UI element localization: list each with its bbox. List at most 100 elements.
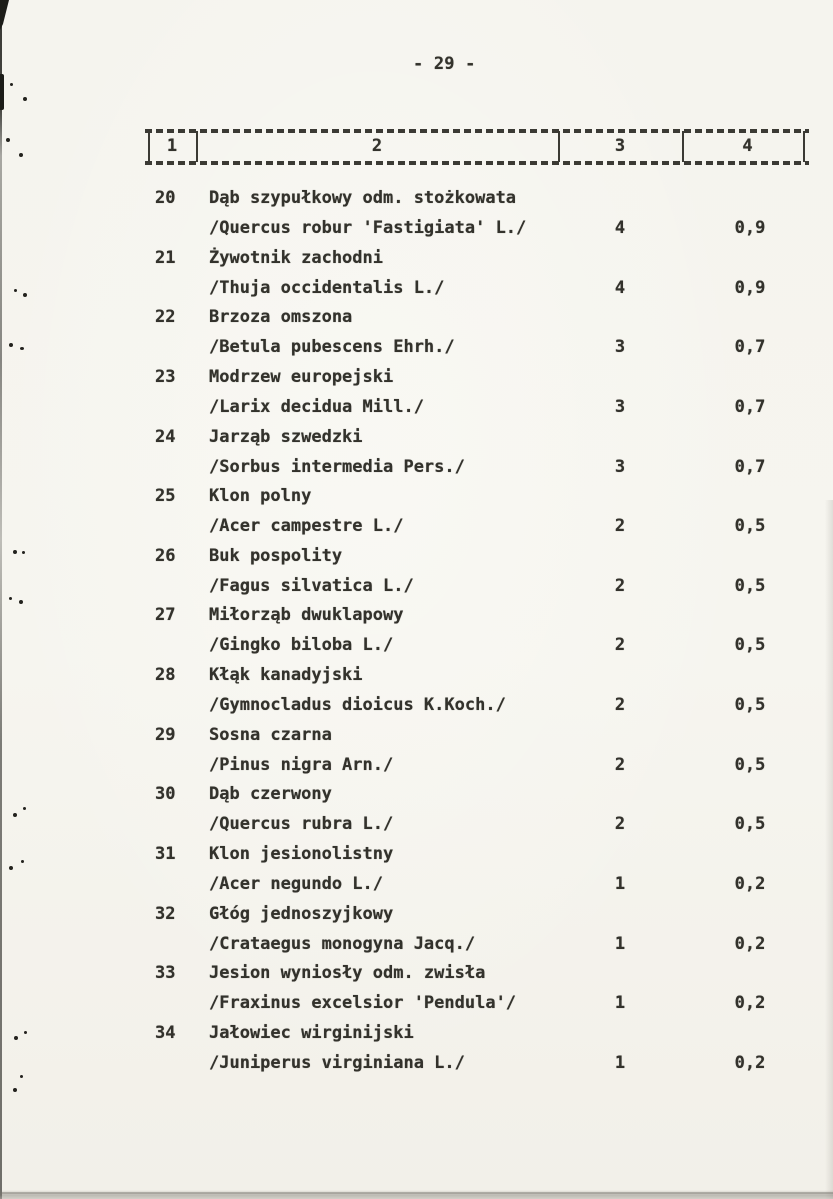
column-divider bbox=[196, 131, 198, 162]
col3-value: 4 bbox=[614, 218, 626, 238]
table-header-top-rule bbox=[145, 129, 809, 133]
col4-value: 0,5 bbox=[734, 635, 766, 656]
scan-speck bbox=[13, 813, 17, 817]
col3-value: 2 bbox=[614, 516, 626, 537]
col4-value: 0,5 bbox=[734, 695, 766, 715]
table-row: 25 Klon polny /Acer campestre L./ 2 0,5 bbox=[0, 488, 833, 548]
species-name-latin: /Juniperus virginiana L./ bbox=[209, 1052, 465, 1073]
col3-value: 3 bbox=[614, 396, 626, 417]
col3-value: 3 bbox=[614, 337, 626, 358]
table-row: 22 Brzoza omszona /Betula pubescens Ehrh… bbox=[0, 309, 833, 369]
col3-value: 2 bbox=[614, 695, 626, 715]
row-number: 34 bbox=[155, 1022, 176, 1043]
scan-speck bbox=[20, 347, 24, 350]
scan-speck bbox=[10, 83, 13, 86]
table-row: 23 Modrzew europejski /Larix decidua Mil… bbox=[0, 366, 833, 429]
col4-value: 0,7 bbox=[734, 337, 766, 358]
table-row: 30 Dąb czerwony /Quercus rubra L./ 2 0,5 bbox=[0, 786, 833, 846]
scan-corner-mark bbox=[0, 0, 9, 30]
table-row: 34 Jałowiec wirginijski /Juniperus virgi… bbox=[0, 1022, 833, 1085]
scan-speck bbox=[24, 1031, 27, 1034]
species-name-polish: Głóg jednoszyjkowy bbox=[209, 903, 394, 924]
col3-value: 3 bbox=[614, 456, 626, 477]
species-name-polish: Sosna czarna bbox=[209, 724, 332, 745]
col4-value: 0,9 bbox=[734, 277, 766, 298]
col4-value: 0,7 bbox=[734, 456, 766, 477]
scan-left-edge bbox=[0, 0, 2, 1199]
col4-value: 0,9 bbox=[734, 218, 766, 238]
species-name-polish: Żywotnik zachodni bbox=[209, 247, 383, 268]
scan-speck bbox=[21, 860, 24, 863]
species-name-polish: Brzoza omszona bbox=[209, 307, 353, 328]
column-header-2: 2 bbox=[371, 136, 383, 156]
species-name-polish: Dąb szypułkowy odm. stożkowata bbox=[209, 188, 517, 208]
col3-value: 2 bbox=[614, 575, 626, 596]
species-name-latin: /Sorbus intermedia Pers./ bbox=[209, 456, 465, 477]
table-row: 33 Jesion wyniosły odm. zwisła /Fraxinus… bbox=[0, 965, 833, 1025]
scan-bottom-band bbox=[0, 1190, 833, 1199]
species-name-polish: Klon polny bbox=[209, 486, 312, 507]
scan-speck bbox=[9, 866, 13, 870]
table-row: 29 Sosna czarna /Pinus nigra Arn./ 2 0,5 bbox=[0, 724, 833, 787]
species-name-latin: /Betula pubescens Ehrh./ bbox=[209, 337, 455, 358]
scan-speck bbox=[20, 1075, 23, 1078]
col4-value: 0,2 bbox=[734, 993, 766, 1014]
column-header-4: 4 bbox=[742, 136, 753, 156]
col4-value: 0,5 bbox=[734, 575, 766, 596]
species-name-polish: Buk pospolity bbox=[209, 545, 343, 566]
scan-speck bbox=[19, 153, 23, 157]
species-name-latin: /Thuja occidentalis L./ bbox=[209, 277, 445, 298]
column-divider bbox=[682, 131, 684, 162]
species-name-latin: /Acer negundo L./ bbox=[209, 873, 383, 894]
row-number: 23 bbox=[155, 366, 176, 387]
column-divider bbox=[803, 131, 805, 162]
row-number: 20 bbox=[155, 188, 176, 208]
row-number: 31 bbox=[155, 843, 176, 864]
scan-speck bbox=[9, 597, 12, 600]
species-name-polish: Jarząb szwedzki bbox=[209, 426, 363, 447]
row-number: 29 bbox=[155, 724, 176, 745]
table-row: 21 Żywotnik zachodni /Thuja occidentalis… bbox=[0, 247, 833, 310]
column-header-1: 1 bbox=[166, 136, 178, 156]
table-row: 31 Klon jesionolistny /Acer negundo L./ … bbox=[0, 843, 833, 906]
species-name-polish: Modrzew europejski bbox=[209, 366, 394, 387]
species-name-latin: /Quercus robur 'Fastigiata' L./ bbox=[209, 218, 527, 238]
row-number: 26 bbox=[155, 545, 176, 566]
scan-speck bbox=[23, 97, 27, 101]
col4-value: 0,2 bbox=[734, 873, 766, 894]
col4-value: 0,2 bbox=[734, 1052, 766, 1073]
column-divider bbox=[558, 131, 560, 162]
row-number: 25 bbox=[155, 486, 176, 507]
col4-value: 0,5 bbox=[734, 754, 766, 775]
species-name-polish: Kłąk kanadyjski bbox=[209, 665, 363, 685]
species-name-latin: /Fraxinus excelsior 'Pendula'/ bbox=[209, 993, 517, 1014]
row-number: 22 bbox=[155, 307, 176, 328]
col3-value: 2 bbox=[614, 814, 626, 835]
table-row: 32 Głóg jednoszyjkowy /Crataegus monogyn… bbox=[0, 903, 833, 966]
species-name-latin: /Larix decidua Mill./ bbox=[209, 396, 424, 417]
col4-value: 0,5 bbox=[734, 814, 766, 835]
page-number: - 29 - bbox=[413, 54, 476, 74]
scan-right-edge-shadow bbox=[825, 500, 833, 1199]
species-name-latin: /Gymnocladus dioicus K.Koch./ bbox=[209, 695, 506, 715]
species-name-latin: /Fagus silvatica L./ bbox=[209, 575, 414, 596]
table-row: 24 Jarząb szwedzki /Sorbus intermedia Pe… bbox=[0, 426, 833, 489]
col4-value: 0,5 bbox=[734, 516, 766, 537]
species-name-polish: Miłorząb dwuklapowy bbox=[209, 605, 404, 626]
row-number: 30 bbox=[155, 784, 176, 805]
scan-speck bbox=[6, 138, 10, 142]
species-name-polish: Dąb czerwony bbox=[209, 784, 332, 805]
col3-value: 1 bbox=[614, 933, 626, 954]
table-row: 28 Kłąk kanadyjski /Gymnocladus dioicus … bbox=[0, 667, 833, 727]
scan-left-edge-mark bbox=[0, 74, 4, 110]
row-number: 21 bbox=[155, 247, 176, 268]
table-row: 26 Buk pospolity /Fagus silvatica L./ 2 … bbox=[0, 545, 833, 608]
table-row: 20 Dąb szypułkowy odm. stożkowata /Querc… bbox=[0, 190, 833, 250]
table-row: 27 Miłorząb dwuklapowy /Gingko biloba L.… bbox=[0, 607, 833, 667]
scan-speck bbox=[23, 807, 26, 810]
species-name-polish: Jałowiec wirginijski bbox=[209, 1022, 414, 1043]
col4-value: 0,7 bbox=[734, 396, 766, 417]
scan-speck bbox=[23, 293, 27, 297]
species-name-latin: /Pinus nigra Arn./ bbox=[209, 754, 394, 775]
